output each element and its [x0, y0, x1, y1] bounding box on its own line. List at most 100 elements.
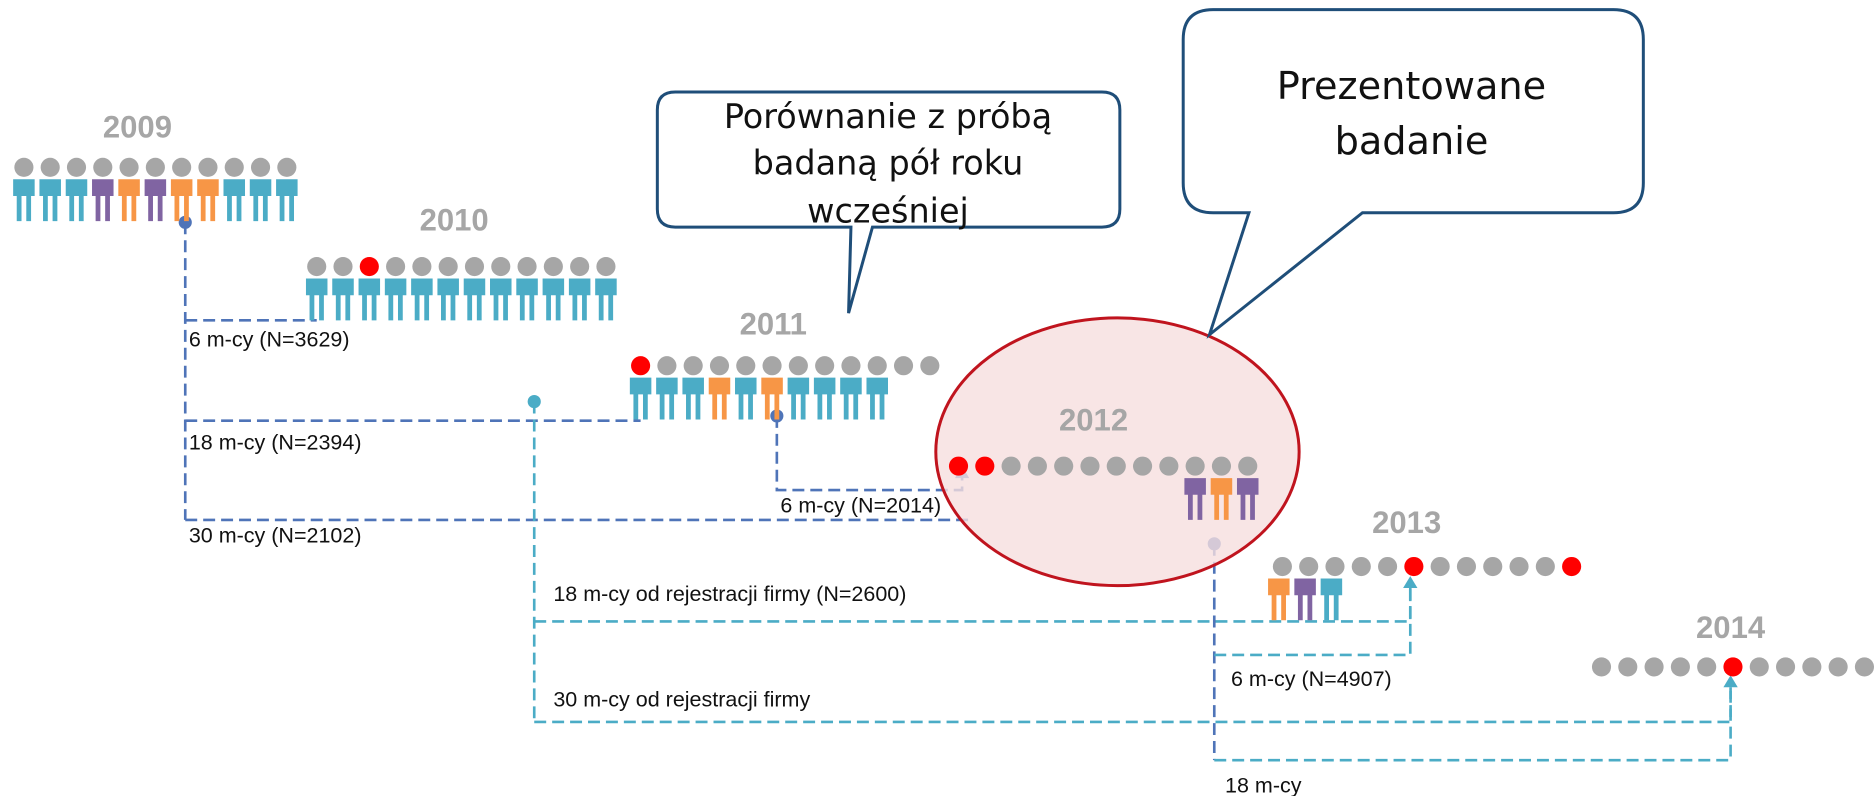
sample-dot: [1272, 556, 1292, 577]
person-icon: [813, 377, 836, 420]
sample-dot: [1238, 456, 1258, 476]
sample-dot: [975, 456, 995, 476]
person-icon: [542, 278, 565, 321]
sample-dot: [1697, 657, 1717, 677]
sample-dot: [1775, 657, 1796, 677]
callout-bubble: [655, 90, 1122, 314]
person-icon: [761, 377, 783, 420]
callout-text: Prezentowane: [1277, 65, 1546, 109]
person-icon: [1184, 478, 1206, 520]
sample-dot: [250, 157, 271, 177]
sample-dot: [736, 356, 756, 376]
person-icon: [13, 179, 35, 222]
person-icon: [866, 377, 888, 420]
sample-dot: [709, 356, 730, 376]
sample-dot: [119, 157, 139, 177]
sample-dot: [14, 157, 34, 177]
sample-dot: [1211, 456, 1232, 476]
sample-dot: [543, 256, 563, 277]
callout-text: Porównanie z próbą: [724, 97, 1052, 136]
sample-dot: [1080, 456, 1100, 476]
sample-dot: [1562, 556, 1582, 577]
sample-dot: [570, 256, 590, 277]
sample-dot: [1749, 657, 1769, 677]
interval-label: 18 m-cy: [1225, 773, 1302, 796]
person-icon: [1268, 578, 1290, 621]
person-icon: [1294, 578, 1316, 621]
person-icon: [332, 278, 354, 321]
sample-dot: [464, 256, 485, 277]
sample-dot: [788, 356, 808, 376]
sample-dot: [1723, 657, 1743, 677]
sample-dot: [386, 256, 406, 277]
year-label: 2014: [1696, 610, 1766, 645]
interval-label: 18 m-cy (N=2394): [189, 430, 362, 454]
sample-dot: [66, 157, 87, 177]
sample-dot: [815, 356, 835, 376]
sample-dot: [1618, 657, 1638, 677]
sample-dot: [412, 256, 432, 277]
year-label: 2010: [420, 203, 489, 238]
sample-dot: [1001, 456, 1021, 476]
sample-dot: [491, 256, 511, 277]
arrow-head: [1723, 675, 1738, 688]
person-icon: [656, 377, 678, 420]
person-icon: [735, 377, 757, 420]
sample-dot: [631, 356, 651, 376]
person-icon: [118, 179, 140, 222]
person-icon: [516, 278, 538, 321]
sample-dot: [198, 157, 218, 177]
sample-dot: [762, 356, 782, 376]
icons: [13, 157, 1874, 677]
sample-dot: [1535, 556, 1555, 577]
callout-text: badanie: [1335, 120, 1489, 164]
interval-label: 6 m-cy (N=3629): [189, 328, 350, 352]
sample-dot: [438, 256, 458, 277]
person-icon: [144, 179, 167, 222]
sample-dot: [1378, 556, 1398, 577]
sample-dot: [1509, 556, 1529, 577]
person-icon: [384, 278, 407, 321]
sample-dot: [1670, 657, 1690, 677]
sample-dot: [1185, 456, 1205, 476]
sample-dot: [1483, 556, 1503, 577]
sample-dot: [683, 356, 703, 376]
sample-dot: [893, 356, 914, 376]
person-icon: [1210, 478, 1233, 520]
sample-dot: [1828, 657, 1848, 677]
sample-dot: [1404, 556, 1424, 577]
year-label: 2012: [1059, 402, 1128, 437]
interval-label: 30 m-cy od rejestracji firmy: [553, 687, 810, 711]
interval-label: 18 m-cy od rejestracji firmy (N=2600): [553, 582, 906, 606]
sample-dot: [307, 256, 327, 277]
sample-dot: [1456, 556, 1477, 577]
person-icon: [223, 179, 246, 222]
sample-dot: [841, 356, 861, 376]
sample-dot: [172, 157, 192, 177]
sample-dot: [277, 157, 297, 177]
interval-label: 30 m-cy (N=2102): [189, 524, 362, 548]
sample-dot: [657, 356, 677, 376]
year-label: 2009: [103, 109, 172, 144]
person-icon: [840, 377, 862, 420]
person-icon: [629, 377, 652, 420]
callout-bubble: [1181, 8, 1645, 339]
interval-label: 6 m-cy (N=4907): [1231, 667, 1392, 691]
sample-dot: [93, 157, 113, 177]
person-icon: [65, 179, 88, 222]
sample-dot: [920, 356, 940, 376]
callout-text: badaną pół roku: [753, 144, 1024, 183]
sample-dot: [1644, 657, 1664, 677]
person-icon: [92, 179, 114, 222]
person-icon: [463, 278, 486, 321]
interval-label: 6 m-cy (N=2014): [780, 494, 941, 518]
sample-dot: [40, 157, 60, 177]
sample-dot: [517, 256, 537, 277]
person-icon: [787, 377, 810, 420]
person-icon: [39, 179, 61, 222]
person-icon: [170, 179, 193, 222]
dashed-connector: [775, 415, 964, 492]
sample-dot: [1591, 657, 1612, 677]
sample-dot: [1133, 456, 1153, 476]
